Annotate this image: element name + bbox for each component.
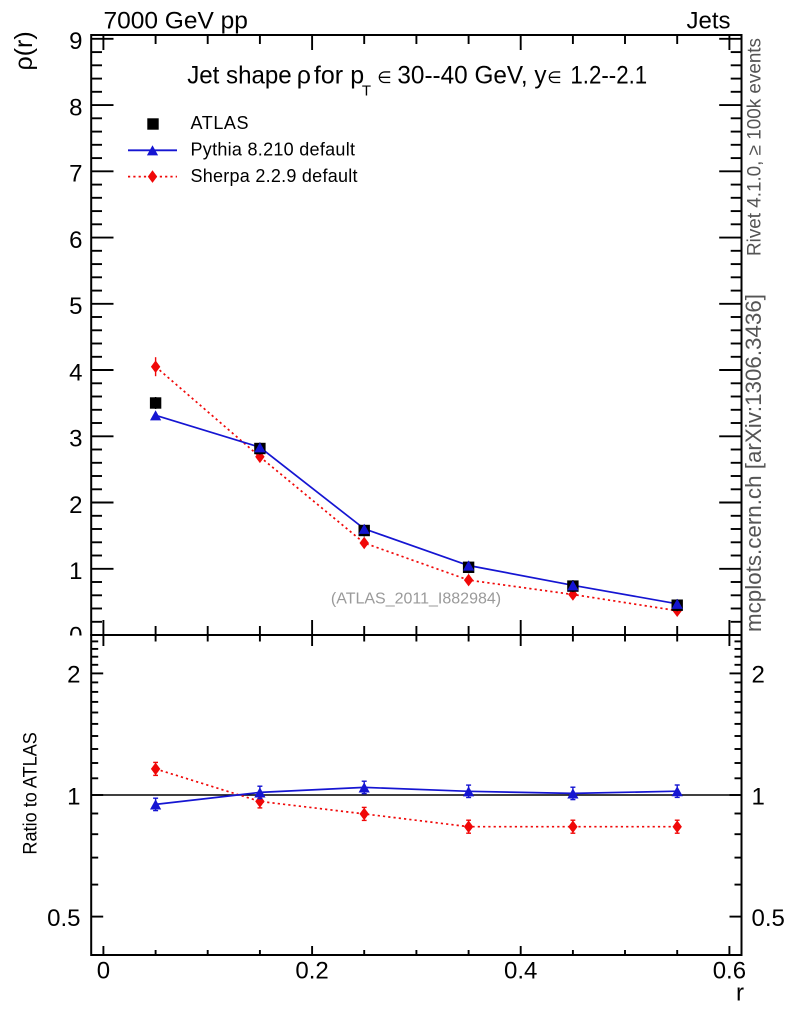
svg-text:1: 1 xyxy=(67,783,80,810)
svg-text:ρ(r): ρ(r) xyxy=(10,31,38,70)
svg-text:for: for xyxy=(314,62,343,90)
svg-text:7: 7 xyxy=(69,161,82,188)
svg-text:p: p xyxy=(350,62,364,90)
svg-text:3: 3 xyxy=(69,426,82,453)
svg-text:6: 6 xyxy=(69,227,82,254)
svg-text:0.6: 0.6 xyxy=(713,958,746,985)
svg-text:4: 4 xyxy=(69,359,82,386)
svg-text:mcplots.cern.ch [arXiv:1306.34: mcplots.cern.ch [arXiv:1306.3436] xyxy=(741,294,766,632)
svg-text:1.2--2.1: 1.2--2.1 xyxy=(570,62,647,90)
svg-text:Jets: Jets xyxy=(686,8,730,35)
svg-text:Sherpa 2.2.9 default: Sherpa 2.2.9 default xyxy=(191,166,358,186)
svg-text:0: 0 xyxy=(97,958,110,985)
svg-text:Jet shape: Jet shape xyxy=(187,62,292,90)
svg-text:∈: ∈ xyxy=(547,69,561,87)
svg-text:0: 0 xyxy=(69,623,82,650)
svg-text:2: 2 xyxy=(752,662,765,689)
svg-text:1: 1 xyxy=(752,783,765,810)
svg-text:r: r xyxy=(736,980,744,1007)
svg-text:Pythia 8.210 default: Pythia 8.210 default xyxy=(191,140,356,160)
svg-text:9: 9 xyxy=(69,28,82,55)
svg-text:0.5: 0.5 xyxy=(752,905,785,932)
svg-text:T: T xyxy=(362,83,371,100)
svg-text:0.2: 0.2 xyxy=(295,958,328,985)
svg-text:2: 2 xyxy=(67,662,80,689)
svg-text:∈: ∈ xyxy=(377,69,391,87)
svg-text:8: 8 xyxy=(69,94,82,121)
svg-text:7000 GeV pp: 7000 GeV pp xyxy=(104,8,248,35)
svg-text:(ATLAS_2011_I882984): (ATLAS_2011_I882984) xyxy=(331,591,501,608)
svg-text:ρ: ρ xyxy=(297,62,311,90)
svg-text:0.5: 0.5 xyxy=(47,905,80,932)
svg-text:30--40 GeV, y: 30--40 GeV, y xyxy=(397,62,547,90)
svg-text:1: 1 xyxy=(69,558,82,585)
svg-text:Ratio to ATLAS: Ratio to ATLAS xyxy=(21,732,42,855)
svg-text:2: 2 xyxy=(69,492,82,519)
svg-text:ATLAS: ATLAS xyxy=(191,113,249,133)
svg-text:Rivet 4.1.0, ≥ 100k events: Rivet 4.1.0, ≥ 100k events xyxy=(745,38,766,256)
svg-text:0.4: 0.4 xyxy=(504,958,537,985)
svg-text:5: 5 xyxy=(69,293,82,320)
